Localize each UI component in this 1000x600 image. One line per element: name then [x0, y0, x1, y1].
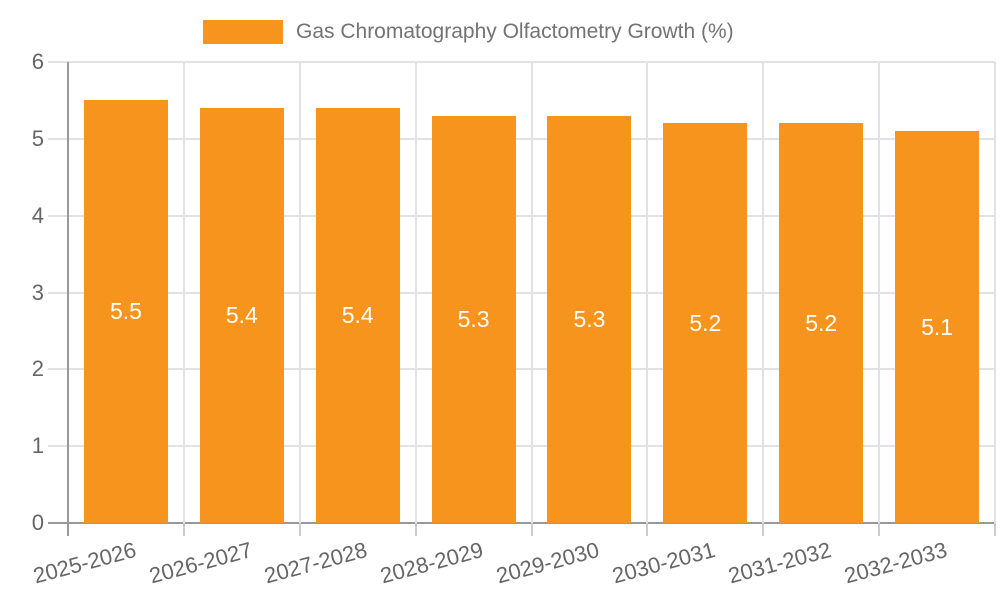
bar: 5.2 — [779, 123, 864, 523]
y-tick-label: 5 — [31, 125, 44, 151]
h-gridline — [48, 445, 995, 448]
x-axis-tick — [414, 523, 417, 536]
y-tick-label: 2 — [31, 356, 44, 382]
bar-value-label: 5.3 — [457, 305, 490, 332]
v-gridline — [414, 62, 417, 523]
x-tick-label: 2032-2033 — [841, 537, 950, 589]
v-gridline — [646, 62, 649, 523]
x-tick-label: 2025-2026 — [30, 537, 139, 589]
bar: 5.3 — [431, 115, 516, 523]
x-axis-tick — [762, 523, 765, 536]
h-gridline — [48, 61, 995, 63]
v-gridline — [182, 62, 185, 523]
bar: 5.4 — [199, 108, 284, 523]
h-gridline — [48, 368, 995, 371]
v-gridline — [298, 62, 301, 523]
y-tick-label: 0 — [31, 510, 44, 535]
v-gridline — [762, 62, 765, 523]
bar-value-label: 5.5 — [109, 298, 142, 325]
y-tick-label: 4 — [31, 202, 44, 228]
bar-value-label: 5.4 — [225, 302, 258, 329]
bar-value-label: 5.2 — [805, 309, 838, 336]
x-axis-tick — [646, 523, 649, 536]
bar-value-label: 5.3 — [573, 305, 606, 332]
x-axis-tick — [182, 523, 185, 536]
bar: 5.4 — [315, 108, 400, 523]
x-axis-line — [48, 522, 995, 524]
x-axis-tick — [878, 523, 881, 536]
bar-value-label: 5.2 — [689, 309, 722, 336]
v-gridline — [530, 62, 533, 523]
v-gridline — [994, 62, 996, 523]
x-tick-label: 2028-2029 — [377, 537, 487, 589]
legend-swatch-icon — [203, 20, 283, 44]
x-tick-label: 2029-2030 — [493, 537, 602, 589]
legend: Gas Chromatography Olfactometry Growth (… — [203, 20, 734, 44]
bar: 5.1 — [895, 131, 980, 523]
x-tick-label: 2026-2027 — [146, 537, 255, 589]
x-axis-tick — [298, 523, 301, 536]
x-axis-tick — [530, 523, 533, 536]
bar: 5.5 — [83, 100, 168, 523]
h-gridline — [48, 214, 995, 217]
x-tick-label: 2031-2032 — [725, 537, 834, 589]
y-tick-label: 1 — [31, 433, 44, 459]
x-tick-label: 2027-2028 — [262, 537, 371, 589]
v-gridline — [878, 62, 881, 523]
bar-value-label: 5.1 — [921, 313, 954, 340]
y-tick-label: 3 — [31, 279, 44, 305]
bar: 5.2 — [663, 123, 748, 523]
y-axis-line — [67, 62, 69, 536]
x-tick-label: 2030-2031 — [609, 537, 718, 589]
bar-value-label: 5.4 — [341, 302, 374, 329]
legend-label: Gas Chromatography Olfactometry Growth (… — [296, 20, 734, 43]
x-axis-tick — [994, 523, 996, 536]
h-gridline — [48, 137, 995, 140]
y-tick-label: 6 — [31, 49, 44, 74]
h-gridline — [48, 291, 995, 294]
bar: 5.3 — [547, 115, 632, 523]
